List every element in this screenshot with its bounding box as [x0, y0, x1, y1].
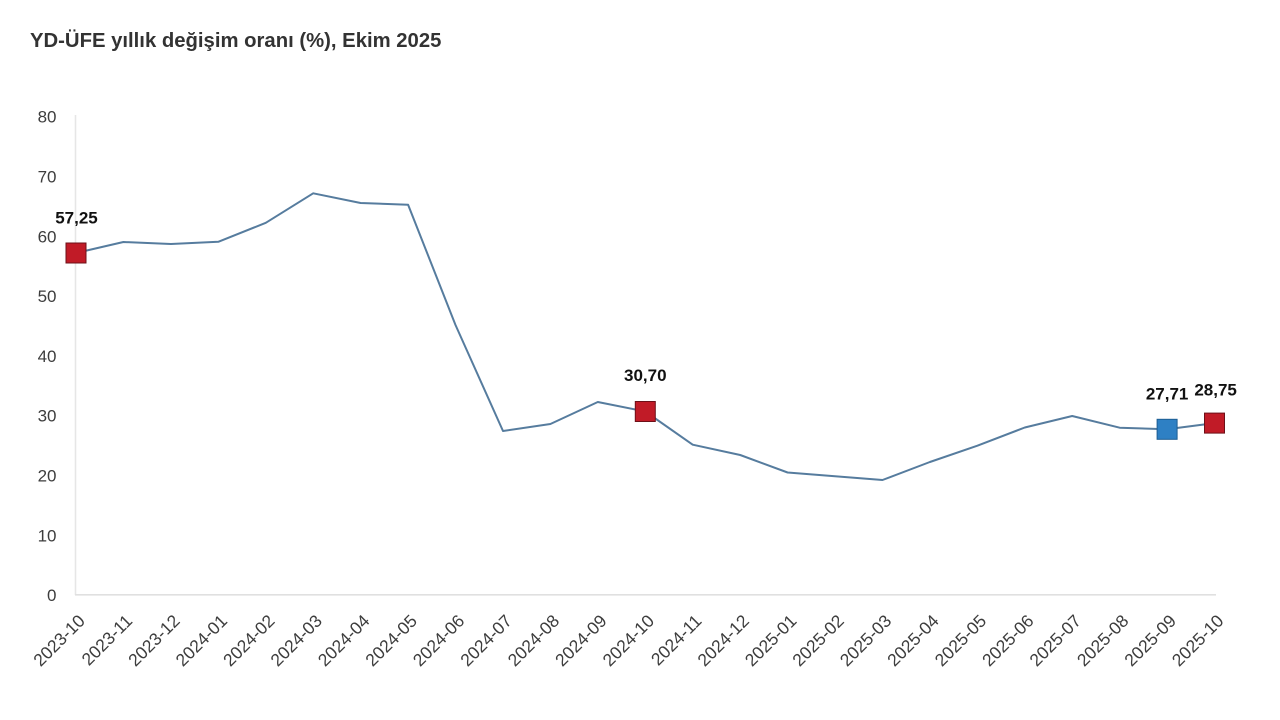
svg-text:YD-ÜFE yıllık değişim oranı (%: YD-ÜFE yıllık değişim oranı (%), Ekim 20… [30, 29, 441, 52]
svg-text:0: 0 [47, 586, 56, 605]
svg-text:27,71: 27,71 [1146, 384, 1189, 403]
svg-text:70: 70 [38, 168, 57, 187]
svg-text:30: 30 [38, 407, 57, 426]
svg-text:20: 20 [38, 467, 57, 486]
svg-text:10: 10 [38, 526, 57, 545]
svg-text:30,70: 30,70 [624, 366, 667, 385]
svg-text:60: 60 [38, 227, 57, 246]
svg-text:50: 50 [38, 287, 57, 306]
svg-text:40: 40 [38, 347, 57, 366]
svg-text:28,75: 28,75 [1194, 381, 1237, 400]
svg-text:80: 80 [38, 108, 57, 127]
svg-text:57,25: 57,25 [55, 209, 98, 228]
